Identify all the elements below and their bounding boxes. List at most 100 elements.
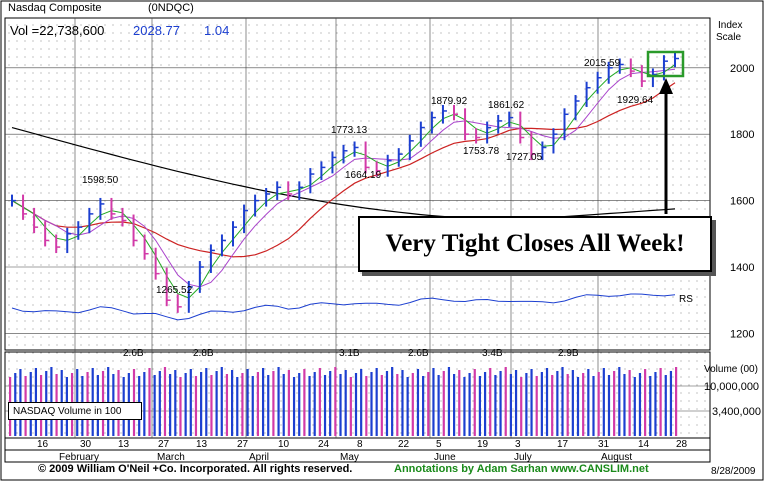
copyright-text: © 2009 William O'Neil +Co. Incorporated.…: [38, 463, 353, 475]
volume-bar: [649, 376, 652, 436]
volume-bar: [308, 376, 311, 436]
volume-peak-label: 2.6B: [408, 348, 429, 359]
price-bar: [276, 181, 282, 200]
volume-peak-label: 3.1B: [339, 348, 360, 359]
x-month-label: July: [514, 452, 532, 463]
price-bar: [66, 227, 72, 254]
volume-bar: [251, 376, 254, 436]
volume-bar: [514, 370, 518, 436]
index-symbol: (0NDQC): [148, 2, 194, 14]
volume-tick-label: 3,400,000: [712, 406, 761, 418]
volume-bar: [220, 367, 223, 436]
price-bar: [475, 128, 481, 144]
volume-bar: [520, 377, 523, 436]
x-day-label: 13: [196, 439, 208, 450]
volume-bar: [205, 368, 208, 436]
price-bar: [640, 65, 646, 88]
volume-bar: [215, 371, 218, 436]
volume-bar: [638, 373, 642, 436]
volume-bar: [163, 367, 167, 436]
price-bar: [552, 128, 558, 154]
volume-bar: [551, 375, 554, 436]
price-annotation: 1861.62: [488, 100, 525, 111]
x-day-label: 27: [158, 439, 170, 450]
price-bar: [11, 194, 16, 207]
volume-bar: [385, 371, 389, 436]
volume-bar: [458, 370, 461, 436]
volume-bar: [576, 377, 580, 436]
x-day-label: 28: [676, 439, 688, 450]
volume-bar: [396, 374, 399, 436]
volume-bar: [613, 371, 616, 436]
price-bar: [397, 148, 403, 167]
volume-bar: [210, 375, 213, 436]
volume-bar: [571, 370, 574, 436]
price-bar: [430, 111, 436, 134]
volume-bar: [158, 371, 161, 436]
price-bar: [254, 194, 260, 217]
volume-bar: [494, 375, 497, 436]
price-bar: [574, 95, 580, 121]
price-annotation: 1727.05: [506, 152, 543, 163]
x-month-label: February: [59, 452, 99, 463]
price-bar: [88, 207, 94, 234]
volume-bar: [329, 371, 332, 436]
volume-bar: [427, 372, 430, 436]
price-annotation: 1773.13: [331, 125, 368, 136]
volume-bar: [442, 371, 445, 436]
volume-bar: [323, 375, 327, 436]
price-bar: [320, 161, 326, 181]
volume-bar: [406, 377, 409, 436]
volume-peak-label: 2.9B: [558, 348, 579, 359]
price-bar: [33, 207, 39, 234]
price-bar: [607, 61, 613, 84]
volume-bar: [241, 373, 244, 436]
price-bar: [44, 221, 50, 247]
price-bar: [453, 104, 458, 121]
volume-bar: [628, 370, 631, 436]
volume-bar: [334, 367, 337, 436]
volume-bar: [545, 368, 549, 436]
volume-bar: [607, 375, 611, 436]
annotation-credit: Annotations by Adam Sarhan www.CANSLIM.n…: [394, 463, 649, 475]
price-bar: [353, 141, 359, 157]
volume-bar: [272, 371, 275, 436]
volume-bar: [287, 370, 290, 436]
price-bar: [375, 161, 381, 177]
price-bar: [651, 68, 657, 88]
x-day-label: 17: [557, 439, 569, 450]
index-label-2: Scale: [716, 32, 741, 43]
ytick-label: 1400: [730, 262, 754, 274]
price-annotation: 1265.52: [156, 285, 193, 296]
price-bar: [265, 187, 271, 207]
x-day-label: 19: [477, 439, 489, 450]
price-bar: [298, 181, 304, 200]
volume-bar: [664, 375, 667, 436]
price-bar: [563, 108, 569, 141]
price-bar: [530, 131, 536, 161]
price-bar: [22, 194, 28, 220]
volume-bar: [169, 374, 172, 436]
highlight-box: [646, 50, 685, 78]
volume-bar: [261, 368, 265, 436]
volume-bar: [107, 367, 110, 436]
volume-bar: [453, 374, 456, 436]
price-bar: [464, 108, 470, 141]
volume-bar: [597, 372, 600, 436]
volume-bar: [50, 367, 53, 436]
volume-bar: [391, 367, 394, 436]
volume-bar: [200, 372, 203, 436]
volume-bar: [375, 368, 378, 436]
volume-bar: [499, 371, 502, 436]
ytick-label: 1600: [730, 196, 754, 208]
volume-bar: [633, 377, 636, 436]
volume-bar: [339, 374, 342, 436]
volume-bar: [525, 373, 528, 436]
arrow-head: [659, 78, 673, 94]
volume-legend: NASDAQ Volume in 100: [8, 402, 142, 420]
volume-peak-label: 3.4B: [482, 348, 503, 359]
price-bar: [121, 207, 127, 227]
volume-bar: [344, 370, 347, 436]
volume-bar: [303, 369, 306, 436]
volume-bar: [231, 370, 234, 436]
